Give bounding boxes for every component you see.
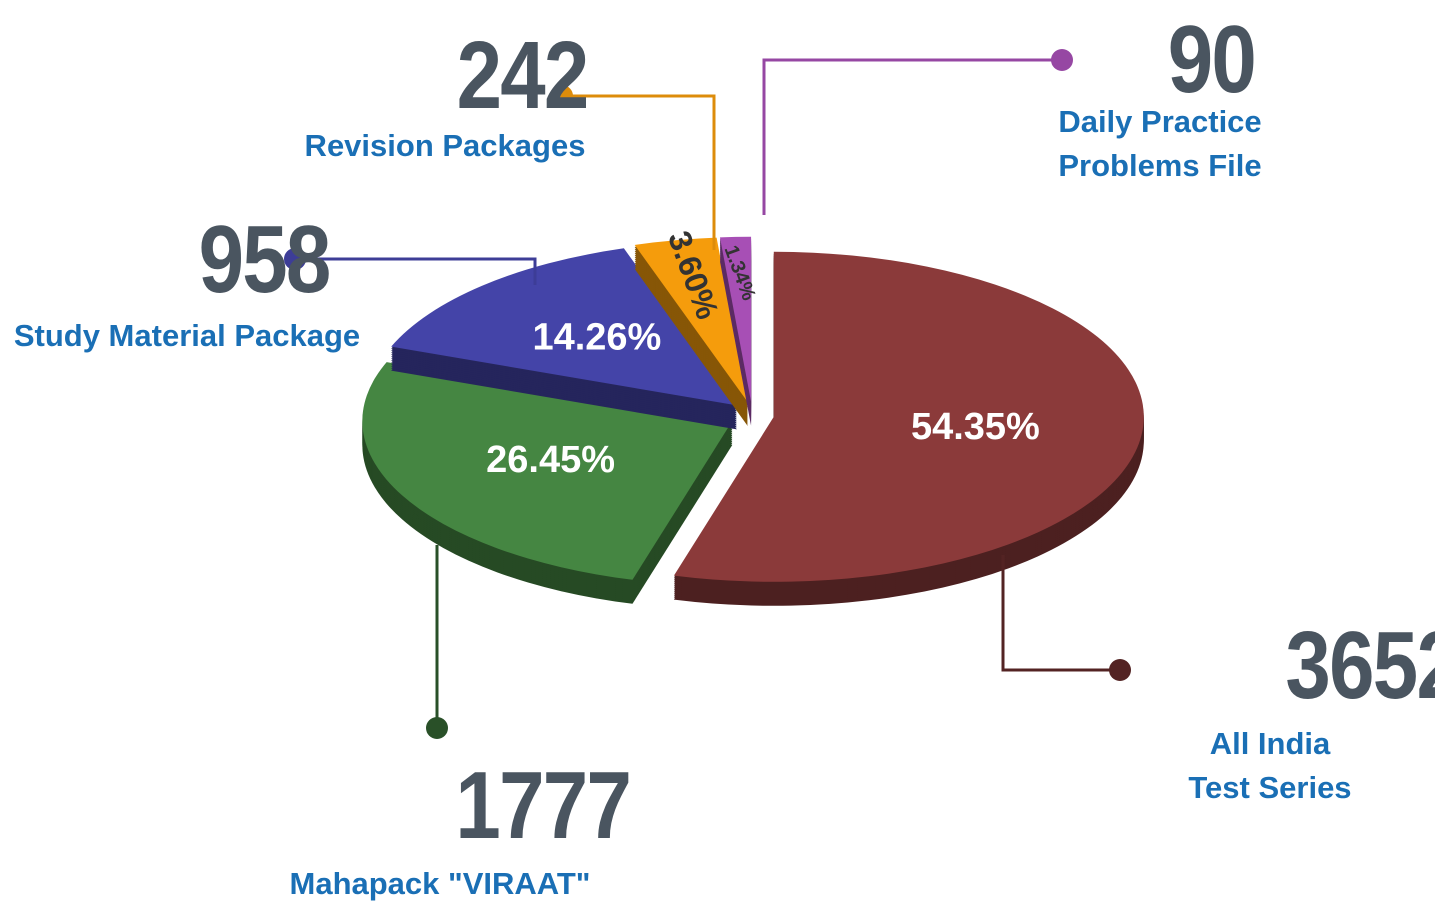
value-label: 14.26% [532,317,661,359]
pie-slice [673,251,1144,606]
callout-dot [426,717,448,739]
count-label: 90 [1167,6,1257,113]
slice [719,236,752,402]
category-label: Daily Practice Problems File [1058,104,1262,183]
callout-line [1001,555,1120,672]
callout-line [562,94,716,250]
callout-dot [551,85,573,107]
pie-slice [391,248,737,430]
callout-dot [284,248,306,270]
count-label: 1777 [455,752,631,859]
callout-line [295,257,537,285]
category-label: Revision Packages [304,128,586,163]
value-label: 26.45% [486,439,615,481]
category-label: Mahapack "VIRAAT" [289,866,591,901]
count-label: 3652 [1285,612,1435,719]
slice [362,362,733,580]
pie-slice [634,237,748,427]
slice [634,237,748,403]
callout-line [762,58,1062,215]
value-label: 54.35% [911,406,1040,448]
category-label: All India Test Series [1188,726,1352,805]
count-label: 958 [198,206,332,313]
pie-slice [719,236,752,426]
count-label: 242 [456,22,590,129]
slice [673,251,1144,582]
callout-dot [1051,49,1073,71]
category-label: Study Material Package [13,318,361,353]
callout-dot [1109,659,1131,681]
pie-slice [362,362,733,604]
